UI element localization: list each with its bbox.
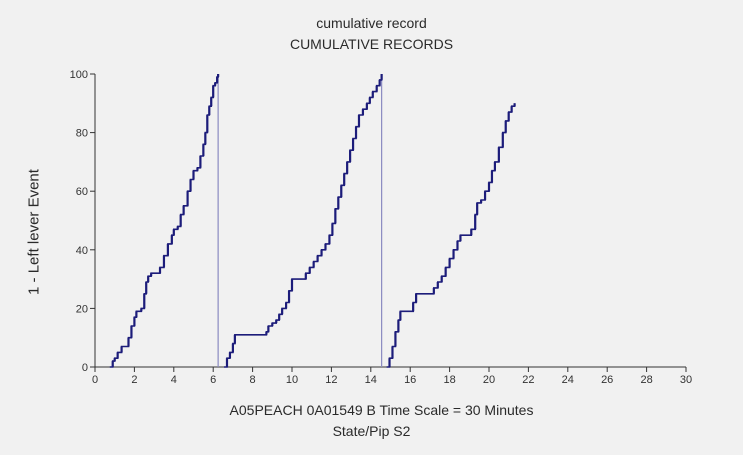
- y-tick-label: 80: [76, 128, 88, 140]
- x-tick-label: 26: [601, 374, 613, 386]
- y-tick-label: 0: [82, 362, 88, 374]
- y-tick-label: 20: [76, 303, 88, 315]
- x-tick-label: 8: [250, 374, 256, 386]
- series-1-line: [109, 74, 219, 368]
- x-tick-label: 4: [171, 374, 177, 386]
- y-tick-label: 40: [76, 245, 88, 257]
- x-tick-label: 24: [562, 374, 574, 386]
- y-tick-label: 100: [70, 69, 88, 81]
- series-3-line: [386, 103, 516, 368]
- x-tick-label: 14: [365, 374, 377, 386]
- x-tick-label: 16: [404, 374, 416, 386]
- x-tick-label: 20: [483, 374, 495, 386]
- x-tick-label: 0: [92, 374, 98, 386]
- x-tick-label: 6: [210, 374, 216, 386]
- x-axis-label: A05PEACH 0A01549 B Time Scale = 30 Minut…: [229, 402, 534, 418]
- chart-title: cumulative record: [316, 15, 427, 31]
- x-tick-label: 28: [640, 374, 652, 386]
- chart-subtitle: CUMULATIVE RECORDS: [289, 36, 454, 52]
- x-tick-label: 18: [443, 374, 455, 386]
- x-axis-sublabel: State/Pip S2: [332, 423, 411, 439]
- x-tick-label: 30: [680, 374, 692, 386]
- x-tick-label: 12: [325, 374, 337, 386]
- y-tick-label: 60: [76, 186, 88, 198]
- x-tick-label: 10: [286, 374, 298, 386]
- x-tick-label: 2: [131, 374, 137, 386]
- x-tick-label: 22: [522, 374, 534, 386]
